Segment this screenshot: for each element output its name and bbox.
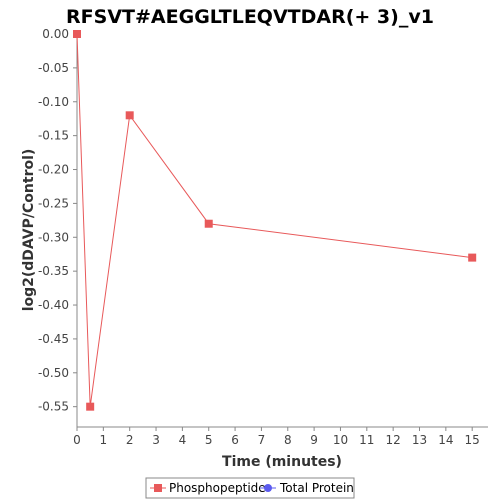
x-tick-label: 1 [100, 433, 108, 447]
legend-marker-total-protein [264, 484, 272, 492]
y-tick-label: -0.40 [38, 298, 69, 312]
x-tick-label: 4 [179, 433, 187, 447]
x-tick-label: 13 [412, 433, 427, 447]
y-tick-label: -0.10 [38, 95, 69, 109]
y-tick-label: -0.55 [38, 400, 69, 414]
series-layer [73, 30, 477, 411]
data-point-phosphopeptide [125, 111, 134, 120]
x-tick-label: 0 [73, 433, 81, 447]
data-point-phosphopeptide [204, 219, 213, 228]
legend-label-total-protein: Total Protein [279, 481, 354, 495]
y-tick-label: -0.20 [38, 163, 69, 177]
x-tick-label: 8 [284, 433, 292, 447]
plot-area [77, 34, 488, 427]
x-tick-label: 15 [465, 433, 480, 447]
legend: Phosphopeptide Total Protein [145, 477, 355, 499]
y-tick-label: -0.15 [38, 129, 69, 143]
y-tick-label: -0.45 [38, 332, 69, 346]
data-point-phosphopeptide [86, 402, 95, 411]
data-point-phosphopeptide [73, 30, 81, 38]
y-tick-label: -0.30 [38, 230, 69, 244]
x-tick-label: 11 [359, 433, 374, 447]
x-tick-label: 14 [438, 433, 453, 447]
x-tick-label: 9 [310, 433, 318, 447]
legend-label-phosphopeptide: Phosphopeptide [169, 481, 266, 495]
y-tick-label: -0.05 [38, 61, 69, 75]
x-axis-ticks: 0 1 2 3 4 5 6 7 8 9 10 11 12 13 14 15 [73, 427, 480, 447]
x-tick-label: 7 [258, 433, 266, 447]
y-axis-label: log2(dDAVP/Control) [21, 149, 37, 312]
y-tick-label: -0.50 [38, 366, 69, 380]
x-axis-label: Time (minutes) [222, 454, 342, 470]
x-tick-label: 12 [386, 433, 401, 447]
x-tick-label: 10 [333, 433, 348, 447]
x-tick-label: 2 [126, 433, 134, 447]
x-tick-label: 6 [231, 433, 239, 447]
y-tick-label: 0.00 [42, 27, 69, 41]
x-tick-label: 5 [205, 433, 213, 447]
y-tick-label: -0.25 [38, 196, 69, 210]
y-tick-label: -0.35 [38, 264, 69, 278]
legend-marker-phosphopeptide [154, 484, 162, 492]
data-point-phosphopeptide [468, 253, 477, 262]
x-tick-label: 3 [152, 433, 160, 447]
legend-box [145, 477, 355, 499]
chart-title: RFSVT#AEGGLTLEQVTDAR(+ 3)_v1 [66, 6, 434, 28]
y-axis-ticks: 0.00 -0.05 -0.10 -0.15 -0.20 -0.25 -0.30 -0.35 -… [38, 27, 77, 414]
